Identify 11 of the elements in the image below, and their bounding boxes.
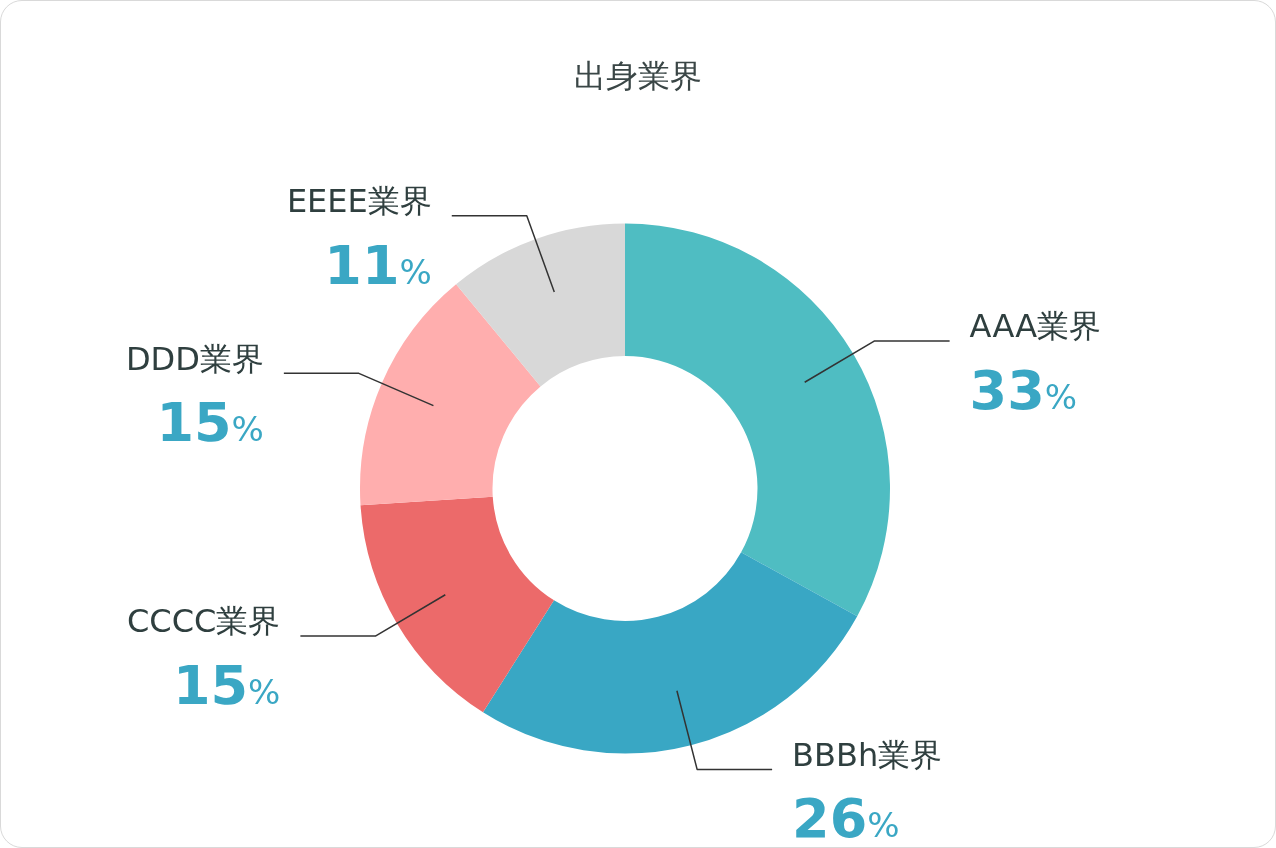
data-label: 15% xyxy=(156,391,264,455)
data-label: 11% xyxy=(324,233,432,297)
data-label: 15% xyxy=(172,654,281,718)
slice-label: DDD業界 xyxy=(125,339,264,378)
slice-label: CCCC業界 xyxy=(127,602,281,641)
slice-label: BBBh業界 xyxy=(792,735,943,774)
chart-title: 出身業界 xyxy=(574,57,702,96)
data-label: 26% xyxy=(792,787,900,848)
data-label: 33% xyxy=(969,358,1078,422)
slice-label: AAA業界 xyxy=(969,307,1102,346)
slice-label: EEEE業界 xyxy=(286,181,432,220)
